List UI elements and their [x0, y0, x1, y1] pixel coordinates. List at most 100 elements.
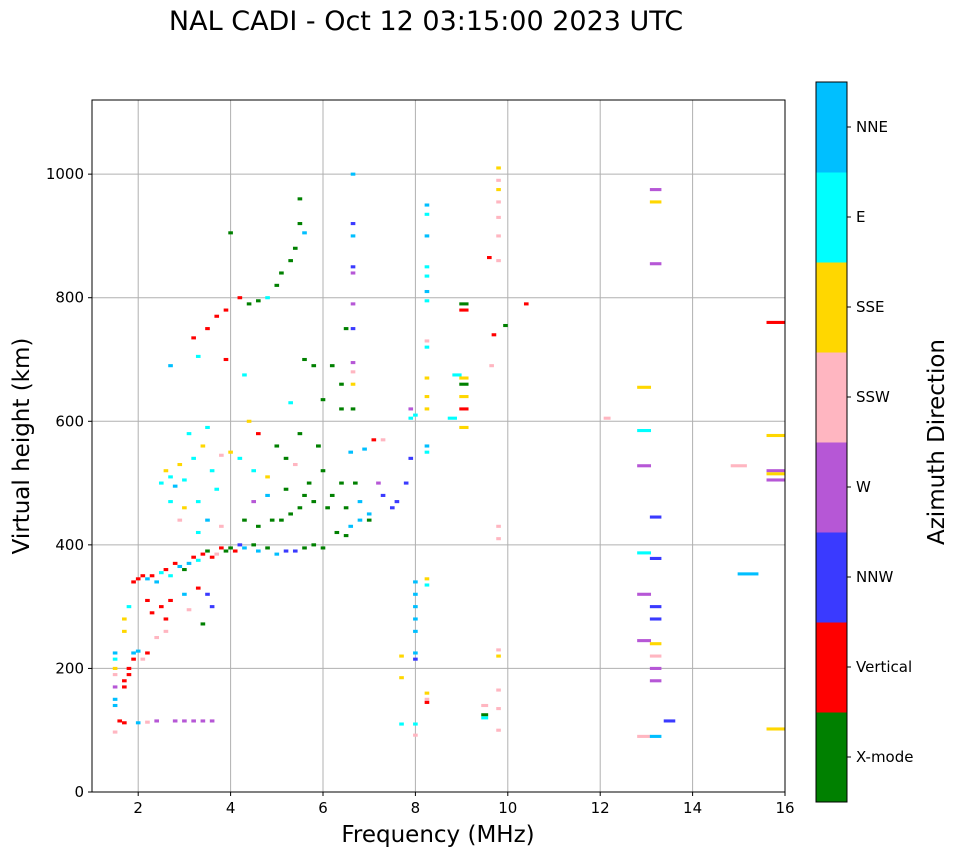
data-point: [380, 438, 386, 442]
data-point: [154, 580, 159, 584]
data-point: [459, 376, 469, 380]
data-point: [343, 534, 349, 538]
data-point: [637, 464, 652, 468]
data-point: [297, 197, 303, 201]
data-point: [122, 685, 127, 689]
data-point: [112, 697, 118, 701]
axis-ticks: 2 4 6 8 10 12 14 16 0 200 400 600 800 1000: [46, 165, 795, 817]
data-point: [413, 580, 418, 584]
data-point: [496, 654, 501, 658]
data-point: [283, 549, 289, 553]
data-point: [459, 302, 469, 306]
data-point: [637, 429, 652, 433]
data-point: [182, 592, 187, 596]
data-point: [649, 188, 662, 192]
data-point: [195, 354, 201, 358]
data-point: [357, 518, 363, 522]
data-point: [399, 654, 404, 658]
data-point: [637, 734, 652, 738]
data-point: [135, 721, 141, 725]
data-point: [145, 577, 150, 581]
colorbar-segment: [816, 172, 847, 263]
data-point: [380, 493, 386, 497]
data-point: [424, 444, 430, 448]
data-point: [459, 425, 469, 430]
x-tick-label: 10: [498, 799, 517, 817]
data-point: [376, 481, 381, 485]
data-point: [424, 407, 430, 411]
data-point: [126, 666, 132, 670]
data-point: [637, 639, 652, 643]
data-point: [496, 215, 501, 219]
data-point: [491, 333, 497, 337]
data-point: [237, 456, 243, 460]
colorbar-segment: [816, 82, 847, 173]
colorbar-tick-label: NNW: [856, 568, 893, 586]
data-point: [135, 649, 141, 653]
colorbar-tick-label: NNE: [856, 118, 888, 136]
data-point: [182, 478, 187, 482]
y-tick-label: 1000: [46, 165, 84, 183]
data-point: [649, 605, 662, 609]
data-point: [339, 407, 344, 411]
data-point: [251, 543, 257, 547]
data-point: [177, 564, 183, 569]
data-point: [122, 721, 127, 725]
data-point: [496, 259, 501, 263]
data-point: [649, 262, 662, 266]
data-point: [424, 289, 430, 294]
data-point: [256, 549, 261, 553]
data-point: [649, 642, 662, 646]
data-point: [399, 722, 404, 726]
data-point: [223, 549, 229, 553]
data-point: [292, 549, 298, 553]
data-point: [424, 577, 430, 581]
colorbar-tick-label: W: [856, 478, 871, 496]
data-point: [177, 462, 183, 467]
data-point: [350, 327, 356, 331]
data-point: [302, 493, 307, 497]
data-point: [122, 617, 127, 621]
data-point: [274, 283, 280, 287]
data-point: [200, 552, 206, 556]
data-point: [288, 401, 293, 405]
data-point: [237, 296, 243, 300]
data-point: [302, 357, 307, 362]
data-point: [408, 456, 414, 460]
data-point: [131, 580, 136, 584]
data-point: [297, 222, 303, 226]
data-point: [302, 546, 307, 550]
data-point: [329, 493, 335, 497]
data-point: [306, 481, 312, 485]
data-point: [182, 719, 187, 723]
data-point: [191, 456, 196, 460]
data-point: [350, 302, 356, 306]
data-point: [766, 320, 785, 324]
data-point: [350, 382, 356, 386]
data-point: [274, 552, 280, 556]
colorbar: X-mode Vertical NNW W SSW SSE E NNE: [815, 81, 913, 803]
data-point: [389, 506, 395, 510]
data-point: [191, 719, 196, 723]
data-point: [168, 598, 173, 603]
data-point: [186, 608, 192, 612]
data-point: [496, 188, 501, 192]
data-point: [126, 673, 132, 677]
data-point: [350, 407, 356, 411]
data-point: [279, 271, 284, 275]
data-point: [251, 500, 257, 504]
data-point: [371, 438, 377, 442]
data-point: [343, 506, 349, 510]
x-tick-label: 4: [226, 799, 236, 817]
data-point: [265, 296, 270, 300]
data-points: [112, 166, 785, 738]
data-point: [265, 493, 270, 497]
data-point: [209, 605, 215, 609]
data-point: [265, 546, 270, 550]
data-point: [172, 561, 178, 565]
y-tick-label: 0: [74, 783, 84, 801]
data-point: [195, 530, 201, 535]
data-point: [403, 481, 409, 485]
plot-frame: [91, 99, 786, 793]
